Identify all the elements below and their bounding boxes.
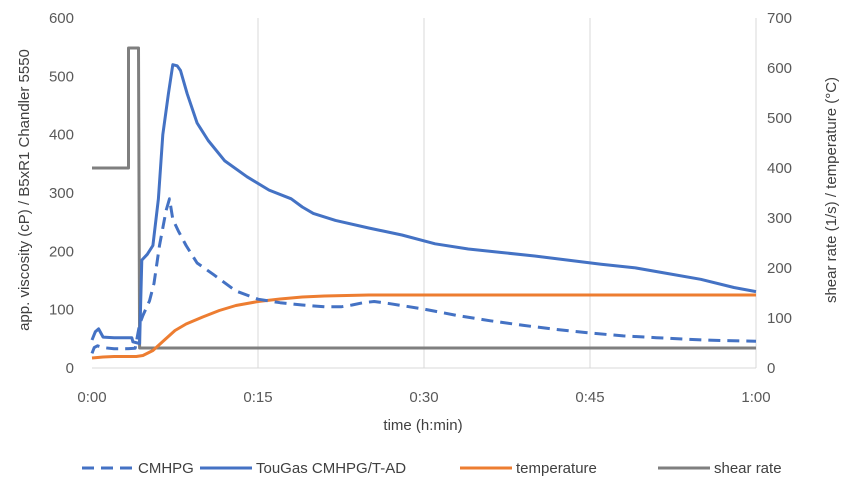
x-tick-label: 1:00 xyxy=(741,389,770,406)
series-line-cmhpg xyxy=(90,197,757,354)
legend: CMHPG TouGas CMHPG/T-AD temperature shear r… xyxy=(82,460,782,477)
y-left-tick-label: 600 xyxy=(49,10,74,27)
y-left-tick-label: 500 xyxy=(49,68,74,85)
right-y-tick-labels: 0 100 200 300 400 500 600 700 xyxy=(767,10,792,377)
left-y-tick-labels: 0 100 200 300 400 500 600 xyxy=(49,10,74,377)
x-tick-labels: 0:00 0:15 0:30 0:45 1:00 xyxy=(77,389,770,406)
y-axis-left-title: app. viscosity (cP) / B5xR1 Chandler 555… xyxy=(16,49,33,331)
y-right-tick-label: 0 xyxy=(767,360,775,377)
y-left-tick-label: 400 xyxy=(49,127,74,144)
y-left-tick-label: 300 xyxy=(49,185,74,202)
x-tick-label: 0:45 xyxy=(575,389,604,406)
series-layer xyxy=(90,46,757,360)
x-axis-title: time (h:min) xyxy=(383,417,462,434)
series-line-tougas-cmhpg-t-ad xyxy=(90,63,757,345)
y-right-tick-label: 100 xyxy=(767,310,792,327)
y-right-tick-label: 400 xyxy=(767,160,792,177)
y-left-tick-label: 200 xyxy=(49,243,74,260)
y-axis-right-title: shear rate (1/s) / temperature (°C) xyxy=(823,77,840,303)
series-line-shear-rate xyxy=(92,46,756,350)
legend-label: CMHPG xyxy=(138,460,194,477)
x-tick-label: 0:00 xyxy=(77,389,106,406)
y-right-tick-label: 700 xyxy=(767,10,792,27)
grid xyxy=(257,18,757,368)
y-left-tick-label: 100 xyxy=(49,302,74,319)
y-left-tick-label: 0 xyxy=(66,360,74,377)
y-right-tick-label: 200 xyxy=(767,260,792,277)
legend-label: temperature xyxy=(516,460,597,477)
x-tick-label: 0:30 xyxy=(409,389,438,406)
legend-label: shear rate xyxy=(714,460,782,477)
y-right-tick-label: 600 xyxy=(767,60,792,77)
legend-label: TouGas CMHPG/T-AD xyxy=(256,460,406,477)
x-tick-label: 0:15 xyxy=(243,389,272,406)
y-right-tick-label: 300 xyxy=(767,210,792,227)
y-right-tick-label: 500 xyxy=(767,110,792,127)
series-line-temperature xyxy=(91,293,756,360)
